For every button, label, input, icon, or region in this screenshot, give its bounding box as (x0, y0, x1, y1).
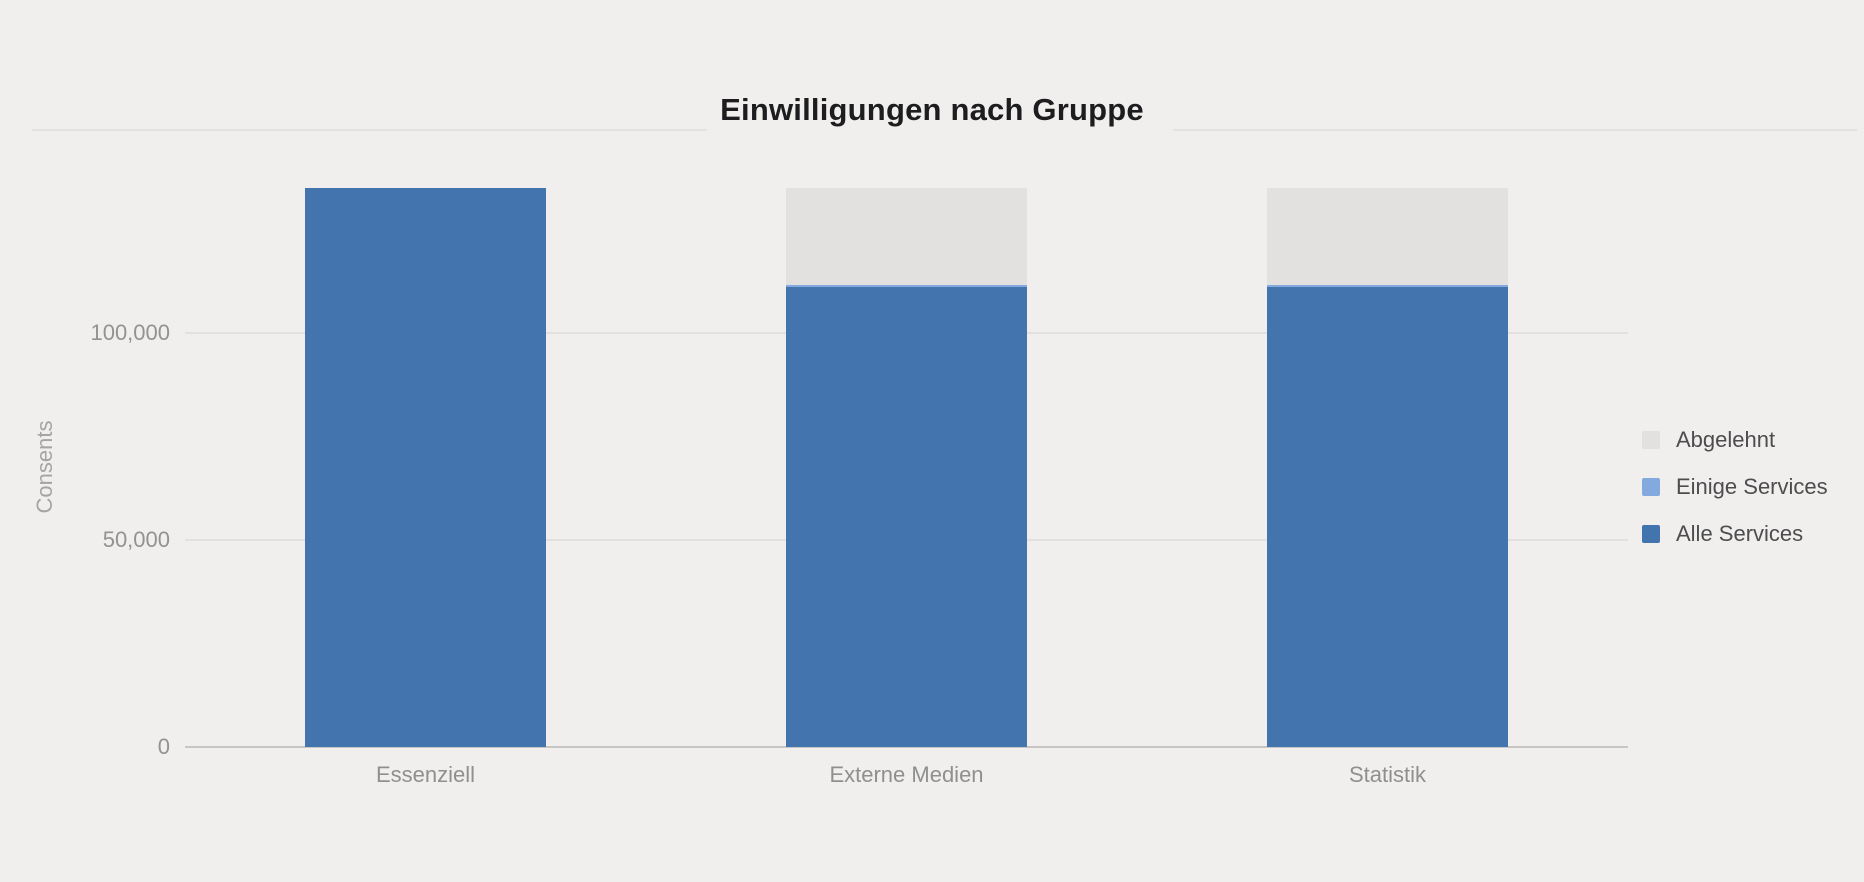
legend-color-swatch (1642, 478, 1660, 496)
bar-segment[interactable] (1267, 287, 1508, 747)
legend-color-swatch (1642, 431, 1660, 449)
x-category-label: Statistik (1348, 762, 1427, 787)
bar-segment[interactable] (786, 287, 1027, 747)
x-category-label: Externe Medien (829, 762, 984, 787)
y-tick-label: 0 (157, 734, 170, 759)
x-axis-line (185, 746, 1628, 748)
legend-item[interactable]: Einige Services (1642, 468, 1828, 506)
x-category-label: Essenziell (375, 762, 476, 787)
bar-segment[interactable] (305, 188, 546, 747)
bar-segment[interactable] (786, 188, 1027, 286)
bar-segment[interactable] (1267, 285, 1508, 288)
legend-label: Einige Services (1676, 474, 1828, 499)
y-tick-label: 100,000 (90, 319, 170, 345)
bar-segment[interactable] (786, 285, 1027, 288)
legend-item[interactable]: Alle Services (1642, 515, 1828, 553)
title-divider-left (32, 129, 707, 131)
y-axis-title: Consents (32, 420, 57, 514)
legend-color-swatch (1642, 525, 1660, 543)
legend-label: Abgelehnt (1676, 427, 1776, 452)
legend-label: Alle Services (1676, 521, 1804, 546)
y-tick-label: 50,000 (102, 526, 170, 552)
legend-item[interactable]: Abgelehnt (1642, 421, 1828, 459)
bar-segment[interactable] (1267, 188, 1508, 286)
title-divider-right (1173, 129, 1857, 131)
legend: Abgelehnt Einige Services Alle Services (1642, 421, 1828, 553)
chart-title: Einwilligungen nach Gruppe (720, 92, 1144, 127)
